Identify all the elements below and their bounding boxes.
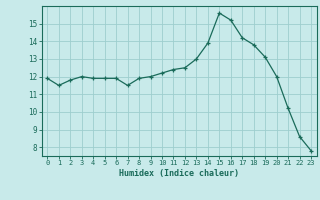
X-axis label: Humidex (Indice chaleur): Humidex (Indice chaleur)	[119, 169, 239, 178]
